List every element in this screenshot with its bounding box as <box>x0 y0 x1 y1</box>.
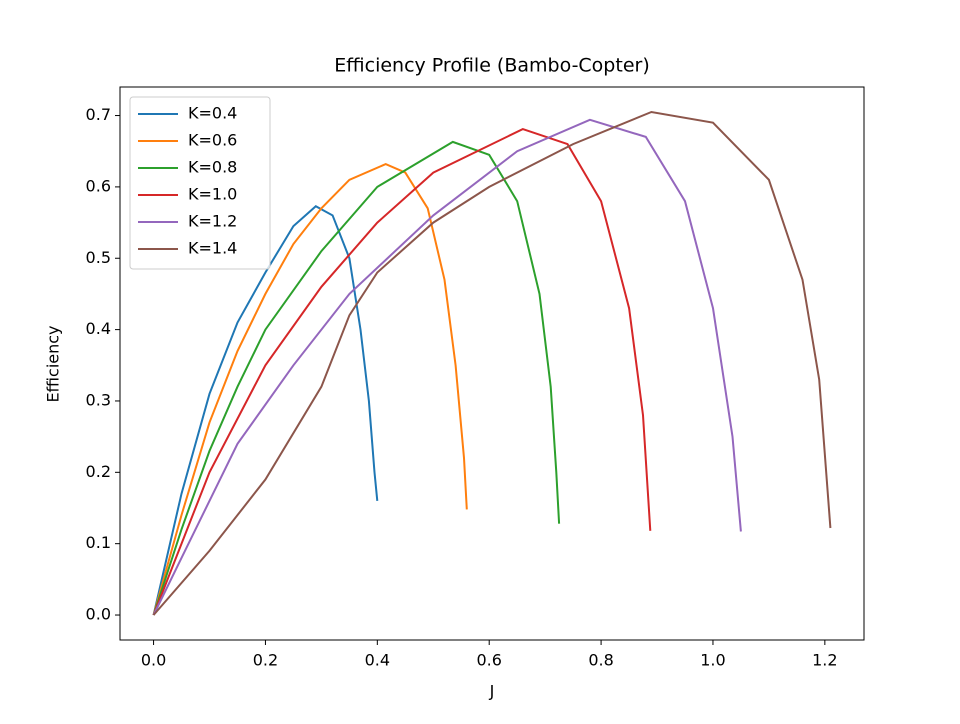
x-tick-label: 0.8 <box>588 651 613 670</box>
x-tick-label: 0.2 <box>253 651 278 670</box>
line <box>152 140 561 616</box>
y-tick-label: 0.5 <box>86 248 111 267</box>
y-tick-label: 0.6 <box>86 176 111 195</box>
legend-label: K=0.4 <box>188 104 237 123</box>
x-tick-label: 0.4 <box>365 651 390 670</box>
line <box>152 118 742 616</box>
x-tick-label: 1.0 <box>700 651 725 670</box>
y-tick-label: 0.2 <box>86 462 111 481</box>
line <box>152 163 468 616</box>
legend-label: K=1.2 <box>188 212 237 231</box>
plot-frame <box>119 86 865 641</box>
line <box>152 128 652 616</box>
y-tick-label: 0.1 <box>86 533 111 552</box>
y-tick-label: 0.3 <box>86 390 111 409</box>
x-axis-label: J <box>489 682 495 701</box>
legend-label: K=1.0 <box>188 185 237 204</box>
legend-label: K=0.8 <box>188 158 237 177</box>
line <box>152 204 379 616</box>
y-tick-label: 0.4 <box>86 319 111 338</box>
x-tick-label: 0.0 <box>141 651 166 670</box>
y-tick-label: 0.0 <box>86 605 111 624</box>
y-tick-label: 0.7 <box>86 105 111 124</box>
line <box>152 110 832 616</box>
y-axis-label: Efficiency <box>44 325 63 402</box>
legend-label: K=1.4 <box>188 239 237 258</box>
chart-title: Efficiency Profile (Bambo-Copter) <box>334 55 650 77</box>
x-tick-label: 1.2 <box>812 651 837 670</box>
x-tick-label: 0.6 <box>476 651 501 670</box>
legend-label: K=0.6 <box>188 131 237 150</box>
